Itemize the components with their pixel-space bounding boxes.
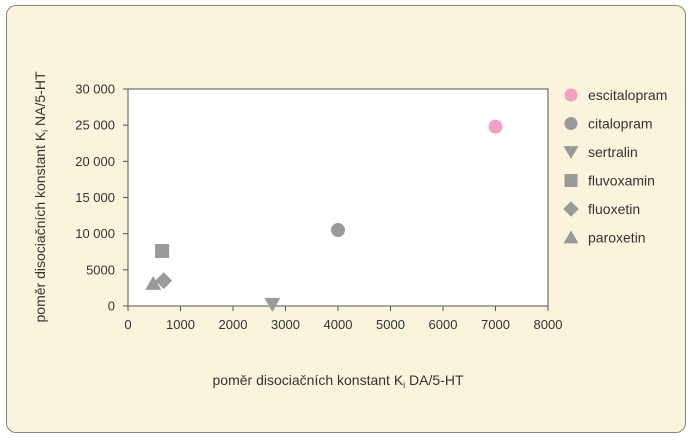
legend-label-citalopram: citalopram — [588, 116, 653, 132]
y-axis-title: poměr disociačních konstant Ki NA/5-HT — [32, 71, 50, 322]
y-tick-label: 10 000 — [75, 226, 115, 241]
x-tick-label: 7000 — [481, 317, 510, 332]
point-escitalopram — [488, 119, 503, 134]
legend-marker-escitalopram — [564, 88, 578, 102]
x-tick-label: 8000 — [534, 317, 563, 332]
y-tick-label: 30 000 — [75, 82, 115, 97]
x-tick-label: 1000 — [166, 317, 195, 332]
chart-frame: 0 1000 2000 3000 4000 5000 6000 7000 8000 0 5000 10… — [6, 5, 686, 433]
legend-label-fluvoxamin: fluvoxamin — [588, 173, 655, 189]
legend-label-sertralin: sertralin — [588, 144, 638, 160]
legend-marker-fluoxetin — [563, 201, 579, 217]
y-tick-label: 0 — [108, 299, 115, 314]
y-tick-label: 15 000 — [75, 190, 115, 205]
point-fluvoxamin — [155, 244, 170, 259]
point-sertralin — [264, 297, 281, 312]
legend-label-fluoxetin: fluoxetin — [588, 201, 640, 217]
plot-area — [127, 88, 549, 307]
x-tick-label: 6000 — [429, 317, 458, 332]
legend-marker-fluvoxamin — [564, 174, 578, 187]
axis-ticks: 0 1000 2000 3000 4000 5000 6000 7000 8000 0 5000 10… — [75, 82, 562, 333]
x-axis-title: poměr disociačních konstant Ki DA/5-HT — [213, 372, 464, 390]
point-paroxetin — [145, 275, 162, 290]
data-points — [145, 119, 503, 312]
legend-marker-paroxetin — [563, 230, 579, 244]
legend-marker-sertralin — [563, 146, 579, 160]
y-tick-label: 20 000 — [75, 154, 115, 169]
legend: escitalopram citalopram sertralin fluvoxami… — [563, 87, 667, 246]
legend-label-paroxetin: paroxetin — [588, 230, 646, 246]
y-tick-label: 5000 — [86, 262, 115, 277]
scatter-chart: 0 1000 2000 3000 4000 5000 6000 7000 8000 0 5000 10… — [32, 71, 667, 390]
x-tick-label: 2000 — [219, 317, 248, 332]
x-tick-label: 4000 — [324, 317, 353, 332]
x-tick-label: 0 — [124, 317, 131, 332]
y-tick-label: 25 000 — [75, 118, 115, 133]
point-fluoxetin — [155, 272, 173, 290]
point-citalopram — [331, 223, 345, 238]
legend-label-escitalopram: escitalopram — [588, 87, 667, 103]
x-tick-label: 3000 — [271, 317, 300, 332]
x-tick-label: 5000 — [376, 317, 405, 332]
legend-marker-citalopram — [564, 117, 578, 130]
